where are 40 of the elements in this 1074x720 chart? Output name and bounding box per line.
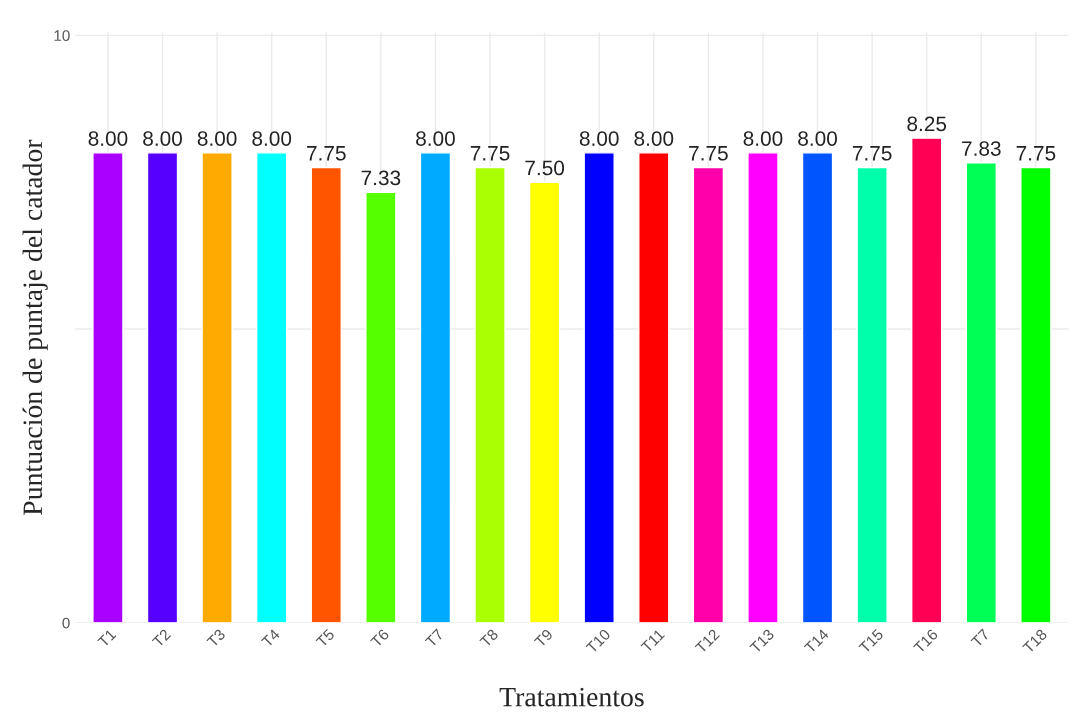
x-tick-label: T5 xyxy=(315,628,336,648)
y-tick-label: 10 xyxy=(54,30,70,42)
x-tick-label: T4 xyxy=(260,628,281,648)
x-tick-label: T16 xyxy=(912,628,939,654)
x-tick-label: T11 xyxy=(640,628,665,654)
data-label: 8.00 xyxy=(416,131,455,146)
x-tick-label: T2 xyxy=(151,628,172,648)
x-tick-label: T3 xyxy=(206,628,226,648)
data-label: 8.25 xyxy=(907,116,947,132)
y-tick-label: 0 xyxy=(62,617,70,629)
x-tick-label: T13 xyxy=(749,628,775,654)
data-label: 7.75 xyxy=(689,146,728,161)
x-tick-label: T14 xyxy=(803,628,830,654)
data-label: 8.00 xyxy=(798,131,837,146)
data-label: 8.00 xyxy=(579,131,619,146)
data-label: 8.00 xyxy=(88,131,128,146)
data-label: 8.00 xyxy=(143,131,182,146)
x-tick-label: T10 xyxy=(585,628,611,654)
x-tick-label: T6 xyxy=(370,628,390,648)
x-axis-title: Tratamientos xyxy=(499,687,644,707)
data-label: 7.75 xyxy=(1016,146,1056,161)
data-label: 8.00 xyxy=(197,131,237,146)
x-tick-label: T7 xyxy=(424,628,444,648)
data-label: 8.00 xyxy=(252,131,292,146)
data-label: 7.33 xyxy=(361,170,401,186)
data-label: 7.75 xyxy=(307,146,346,161)
data-label: 8.00 xyxy=(634,131,674,146)
data-label: 8.00 xyxy=(743,131,783,146)
x-tick-label: T1 xyxy=(97,628,117,648)
x-tick-label: T12 xyxy=(694,628,720,654)
x-tick-label: T15 xyxy=(858,628,884,654)
y-axis-title: Puntuación de puntaje del catador xyxy=(22,139,48,516)
data-label: 7.83 xyxy=(962,141,1001,156)
x-tick-label: T8 xyxy=(479,628,499,648)
x-tick-label: T9 xyxy=(533,628,554,648)
x-tick-label: T18 xyxy=(1022,628,1048,654)
data-label: 7.75 xyxy=(470,146,510,161)
data-label: 7.75 xyxy=(852,146,892,161)
x-tick-label: T7 xyxy=(970,628,990,648)
data-label: 7.50 xyxy=(525,160,565,176)
